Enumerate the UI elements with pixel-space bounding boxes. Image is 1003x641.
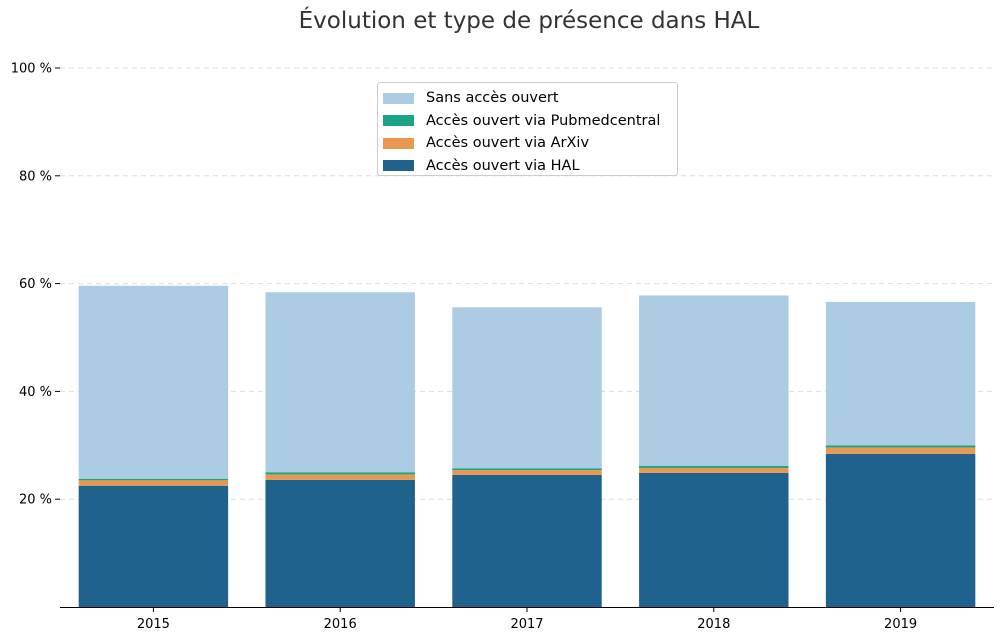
x-tick-label: 2017 xyxy=(510,617,543,632)
legend-item: Accès ouvert via Pubmedcentral xyxy=(383,110,677,133)
legend-item: Accès ouvert via HAL xyxy=(383,155,677,178)
legend-item: Sans accès ouvert xyxy=(383,87,677,110)
bar-segment xyxy=(452,307,602,469)
bar-segment xyxy=(825,301,976,446)
legend: Sans accès ouvert Accès ouvert via Pubmed… xyxy=(377,82,678,176)
bar-segment xyxy=(78,480,229,486)
bar-segment xyxy=(452,468,602,471)
legend-label: Sans accès ouvert xyxy=(426,90,559,107)
bar-segment xyxy=(265,479,415,607)
y-tick-label: 80 % xyxy=(19,169,52,184)
y-tick-label: 100 % xyxy=(11,62,52,77)
bar-segment xyxy=(265,474,415,480)
legend-swatch xyxy=(383,92,414,104)
legend-label: Accès ouvert via Pubmedcentral xyxy=(426,112,661,129)
legend-swatch xyxy=(383,137,414,149)
y-tick-label: 60 % xyxy=(19,277,52,292)
bar-segment xyxy=(825,447,976,454)
bar-segment xyxy=(639,467,789,473)
x-tick-label: 2015 xyxy=(137,617,170,632)
bar-segment xyxy=(639,472,789,607)
bar-segment xyxy=(78,478,229,481)
bar-segment xyxy=(265,292,415,473)
chart-title: Évolution et type de présence dans HAL xyxy=(298,8,760,34)
legend-item: Accès ouvert via ArXiv xyxy=(383,132,677,155)
x-tick-label: 2019 xyxy=(884,617,917,632)
bar-segment xyxy=(452,474,602,607)
legend-label: Accès ouvert via HAL xyxy=(426,157,580,174)
x-tick-label: 2016 xyxy=(324,617,357,632)
bar-segment xyxy=(639,295,789,466)
bar-segment xyxy=(78,485,229,607)
bar-segment xyxy=(825,453,976,607)
y-tick-label: 20 % xyxy=(19,493,52,508)
x-tick-label: 2018 xyxy=(697,617,730,632)
y-tick-label: 40 % xyxy=(19,385,52,400)
legend-swatch xyxy=(383,115,414,127)
legend-label: Accès ouvert via ArXiv xyxy=(426,135,590,152)
bar-segment xyxy=(639,465,789,468)
bar-segment xyxy=(78,285,229,479)
bar-segment xyxy=(452,470,602,475)
bar-segment xyxy=(265,472,415,475)
legend-swatch xyxy=(383,160,414,172)
bar-segment xyxy=(825,445,976,448)
